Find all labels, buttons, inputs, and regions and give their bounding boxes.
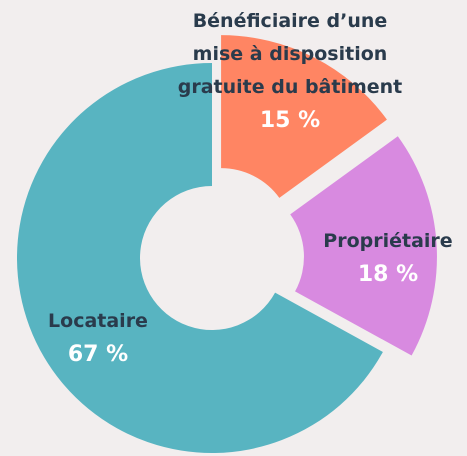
value-label: 18 % [357, 262, 419, 287]
category-label: Propriétaire [323, 230, 453, 252]
segment-label: Bénéficiaire d’une mise à disposition gr… [170, 5, 410, 137]
segment-label: Propriétaire 18 % [308, 225, 467, 291]
category-label: Bénéficiaire d’une mise à disposition gr… [177, 10, 403, 98]
value-label: 15 % [259, 108, 321, 133]
category-label: Locataire [48, 310, 148, 332]
donut-segment [221, 35, 387, 198]
value-label: 67 % [67, 342, 129, 367]
segment-label: Locataire 67 % [28, 305, 168, 371]
donut-segment [17, 63, 383, 453]
donut-segment [290, 136, 437, 356]
